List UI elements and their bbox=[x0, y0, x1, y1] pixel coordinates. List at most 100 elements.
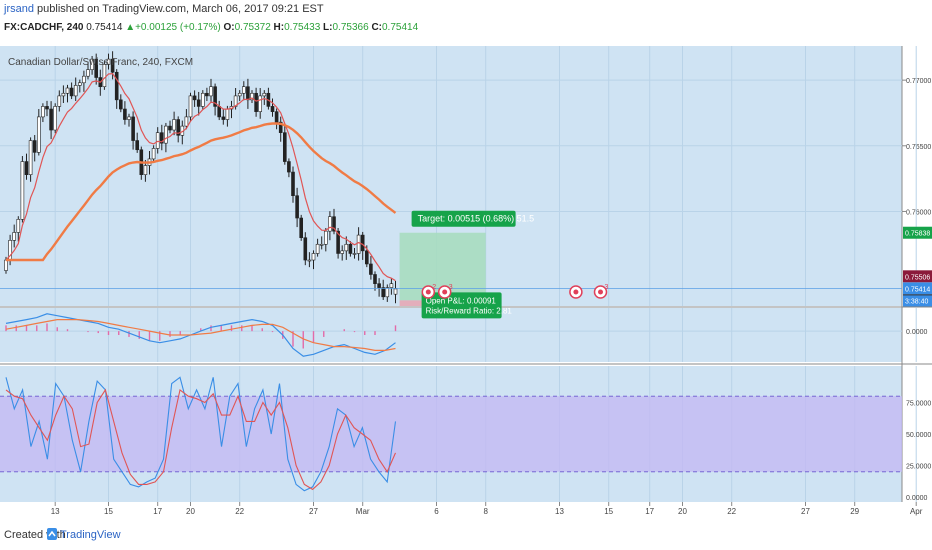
candle bbox=[94, 58, 98, 78]
open-value: 0.75372 bbox=[234, 22, 271, 33]
candle bbox=[328, 216, 332, 232]
time-tick-label: 27 bbox=[309, 507, 318, 516]
tradingview-brand[interactable]: TradingView bbox=[60, 529, 121, 541]
time-tick-label: 6 bbox=[434, 507, 439, 516]
ema-fast-line bbox=[5, 72, 396, 282]
time-tick-label: 15 bbox=[104, 507, 113, 516]
stochastic-k-line bbox=[5, 376, 397, 492]
candle bbox=[332, 216, 336, 232]
candle bbox=[282, 132, 287, 162]
time-tick-label: Apr bbox=[910, 507, 923, 516]
candle bbox=[303, 237, 308, 261]
open-pnl-label: Open P&L: 0.00091 bbox=[426, 296, 497, 305]
candle bbox=[188, 95, 193, 118]
candle bbox=[201, 92, 205, 107]
candle bbox=[164, 125, 168, 144]
candle bbox=[12, 232, 16, 241]
price-chart[interactable]: 0.77000 0.76500 0.76000 13 15 17 20 22 27 Mar 6 8 13… bbox=[0, 44, 932, 520]
candle bbox=[196, 99, 201, 107]
event-count-label: 2 bbox=[432, 284, 436, 291]
candle bbox=[143, 165, 148, 175]
candle bbox=[205, 92, 209, 97]
price-tag-label: 0.75506 bbox=[905, 274, 930, 281]
candle bbox=[184, 116, 189, 127]
candle bbox=[78, 82, 82, 86]
candle bbox=[53, 106, 58, 131]
author-link[interactable]: jrsand bbox=[4, 3, 34, 15]
candle bbox=[110, 58, 115, 73]
ohlc-line: FX:CADCHF, 240 0.75414 ▲+0.00125 (+0.17%… bbox=[4, 22, 418, 33]
up-arrow-icon: ▲ bbox=[125, 22, 136, 33]
time-tick-label: 29 bbox=[850, 507, 859, 516]
candle bbox=[311, 253, 316, 261]
candle bbox=[242, 86, 246, 94]
candle bbox=[73, 85, 78, 97]
price-tag-label: 0.75838 bbox=[905, 231, 930, 238]
candle bbox=[237, 92, 242, 97]
candle bbox=[57, 95, 62, 107]
candle bbox=[160, 132, 164, 144]
candle bbox=[262, 92, 267, 97]
candle bbox=[192, 95, 197, 101]
candle bbox=[176, 119, 180, 136]
candle bbox=[69, 87, 74, 97]
candle bbox=[356, 234, 361, 254]
candle bbox=[32, 140, 37, 153]
candle bbox=[102, 64, 107, 88]
candle bbox=[20, 161, 25, 220]
candle bbox=[389, 283, 394, 288]
candle bbox=[36, 116, 41, 153]
candle bbox=[114, 71, 119, 101]
time-tick-label: 17 bbox=[153, 507, 162, 516]
candle bbox=[209, 86, 213, 97]
candle bbox=[360, 234, 365, 252]
candle bbox=[127, 116, 131, 120]
candle bbox=[323, 230, 328, 245]
candle bbox=[45, 106, 49, 110]
chart-header: jrsand published on TradingView.com, Mar… bbox=[0, 0, 932, 44]
time-tick-label: 27 bbox=[801, 507, 810, 516]
candle bbox=[151, 148, 156, 160]
candle bbox=[254, 92, 258, 112]
stochastic-band bbox=[0, 396, 902, 472]
stochastic-tick-label: 50.0000 bbox=[906, 432, 931, 439]
candle bbox=[369, 263, 373, 275]
candle bbox=[172, 119, 176, 131]
time-tick-label: 20 bbox=[678, 507, 687, 516]
countdown-label: 3:38:40 bbox=[905, 298, 928, 305]
price-change: +0.00125 (+0.17%) bbox=[135, 22, 221, 33]
time-tick-label: 13 bbox=[51, 507, 60, 516]
candle bbox=[213, 86, 217, 107]
chart-title: Canadian Dollar/Swiss Franc, 240, FXCM bbox=[8, 57, 193, 68]
close-value: 0.75414 bbox=[382, 22, 419, 33]
time-tick-label: 15 bbox=[604, 507, 613, 516]
candle bbox=[168, 125, 172, 131]
candle bbox=[258, 95, 263, 112]
candle bbox=[246, 86, 250, 101]
tradingview-logo-icon bbox=[47, 528, 57, 540]
candle bbox=[65, 87, 70, 94]
price-tag bbox=[903, 270, 932, 283]
candle bbox=[24, 161, 29, 175]
low-value: 0.75366 bbox=[332, 22, 369, 33]
candle bbox=[278, 121, 283, 133]
candle bbox=[49, 108, 53, 131]
candle bbox=[336, 230, 340, 254]
candle bbox=[41, 106, 45, 118]
candle bbox=[119, 99, 123, 110]
candle bbox=[315, 243, 320, 254]
high-label: H: bbox=[273, 22, 285, 33]
candle bbox=[364, 250, 369, 265]
time-tick-label: 22 bbox=[727, 507, 736, 516]
macd-axis-label: 0.0000 bbox=[906, 329, 928, 336]
macd-line bbox=[5, 313, 396, 357]
candle bbox=[225, 108, 230, 120]
symbol-label: FX:CADCHF, 240 bbox=[4, 22, 84, 33]
candle bbox=[295, 195, 299, 219]
event-count-label: 3 bbox=[605, 284, 609, 291]
candle bbox=[4, 259, 8, 271]
price-tick-label: 0.77000 bbox=[906, 78, 931, 85]
countdown-tag bbox=[903, 295, 932, 307]
price-tag-label: 0.75414 bbox=[905, 286, 930, 293]
candle bbox=[385, 287, 390, 298]
